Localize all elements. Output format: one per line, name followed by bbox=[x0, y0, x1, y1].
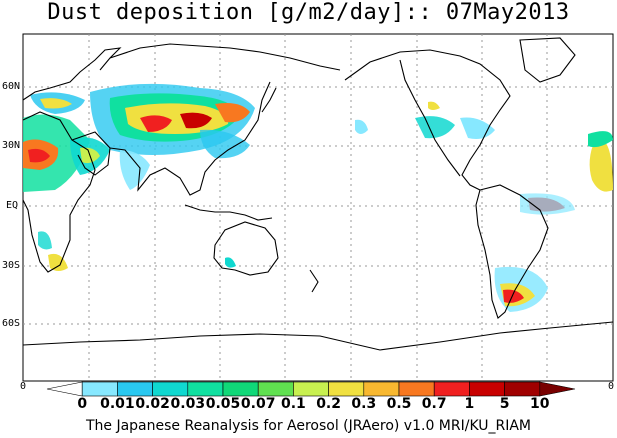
coast-asia-south bbox=[109, 81, 271, 196]
dust-africa-east-rim bbox=[588, 131, 613, 148]
dust-africa-hot bbox=[28, 148, 50, 163]
coast-antarctica bbox=[22, 321, 614, 351]
coast-africa bbox=[22, 111, 96, 273]
dust-australia bbox=[225, 257, 236, 268]
colorbar-swatch bbox=[328, 381, 365, 397]
colorbar-swatch bbox=[539, 381, 576, 397]
colorbar-swatch bbox=[222, 381, 259, 397]
dust-southafrica-rim bbox=[38, 231, 52, 250]
credit-line: The Japanese Reanalysis for Aerosol (JRA… bbox=[85, 418, 532, 434]
coast-australia bbox=[213, 221, 279, 276]
coast-newzealand bbox=[309, 269, 319, 293]
dust-asia-red1 bbox=[140, 115, 172, 132]
colorbar-swatch bbox=[257, 381, 294, 397]
lat-label-eq: EQ bbox=[6, 200, 19, 211]
dust-asia-east bbox=[215, 103, 250, 123]
colorbar-swatch bbox=[433, 381, 470, 397]
colorbar-swatch bbox=[152, 381, 189, 397]
colorbar-swatch bbox=[504, 381, 541, 397]
colorbar-swatch bbox=[398, 381, 435, 397]
lat-label-30n: 30N bbox=[2, 140, 21, 151]
lat-label-30s: 30S bbox=[2, 260, 21, 271]
dust-india bbox=[119, 150, 150, 190]
colorbar-tick-label: 0.07 bbox=[240, 396, 276, 412]
coast-sa bbox=[475, 184, 549, 319]
colorbar-tick-label: 0.03 bbox=[170, 396, 206, 412]
dust-atlantic-trop-rim bbox=[520, 193, 575, 215]
dust-pacific bbox=[355, 119, 368, 134]
dust-patagonia-core bbox=[503, 289, 524, 303]
grid-lines bbox=[23, 34, 613, 381]
coast-arabia bbox=[71, 131, 111, 176]
colorbar-swatch bbox=[293, 381, 329, 397]
colorbar-swatch bbox=[117, 381, 153, 397]
map-title: Dust deposition [g/m2/day]:: 07May2013 bbox=[47, 0, 570, 25]
colorbar-swatch bbox=[46, 381, 83, 397]
colorbar-tick-label: 0.01 bbox=[100, 396, 135, 412]
coast-greenland bbox=[519, 37, 576, 83]
coastlines bbox=[22, 37, 614, 351]
coast-russia bbox=[109, 43, 341, 71]
lat-label-60n: 60N bbox=[2, 81, 21, 92]
colorbar-swatch bbox=[363, 381, 400, 397]
colorbar-tick-label: 0.3 bbox=[351, 396, 377, 412]
dust-southafrica bbox=[48, 253, 68, 271]
colorbar-tick-label: 0.02 bbox=[135, 396, 170, 412]
colorbar-tick-label: 0 bbox=[77, 396, 88, 412]
colorbar-tick-label: 10 bbox=[530, 396, 550, 412]
colorbar-tick-label: 0.7 bbox=[421, 396, 447, 412]
colorbar-tick-label: 0.1 bbox=[280, 396, 306, 412]
colorbar bbox=[46, 381, 576, 397]
colorbar-tick-label: 0.05 bbox=[205, 396, 241, 412]
colorbar-tick-label: 1 bbox=[464, 396, 475, 412]
colorbar-tick-label: 0.5 bbox=[386, 396, 412, 412]
colorbar-swatch bbox=[469, 381, 505, 397]
axis-zero-left: 0 bbox=[20, 381, 27, 392]
colorbar-tick-label: 5 bbox=[499, 396, 510, 412]
dust-asia-red2 bbox=[180, 112, 212, 129]
colorbar-tick-label: 0.2 bbox=[316, 396, 341, 412]
lat-label-60s: 60S bbox=[2, 318, 21, 329]
coast-na bbox=[344, 49, 511, 191]
coast-indonesia bbox=[184, 204, 273, 221]
colorbar-swatch bbox=[81, 381, 118, 397]
colorbar-swatch bbox=[187, 381, 224, 397]
dust-china-north bbox=[200, 129, 250, 159]
axis-zero-right: 0 bbox=[608, 381, 615, 392]
dust-na-small bbox=[428, 101, 440, 110]
coast-europe bbox=[22, 47, 122, 101]
dust-africa-east bbox=[589, 139, 613, 192]
coast-na-west bbox=[399, 59, 461, 177]
coast-japan bbox=[261, 87, 277, 113]
dust-na-west bbox=[415, 116, 455, 139]
dust-mideast-in bbox=[40, 98, 72, 109]
